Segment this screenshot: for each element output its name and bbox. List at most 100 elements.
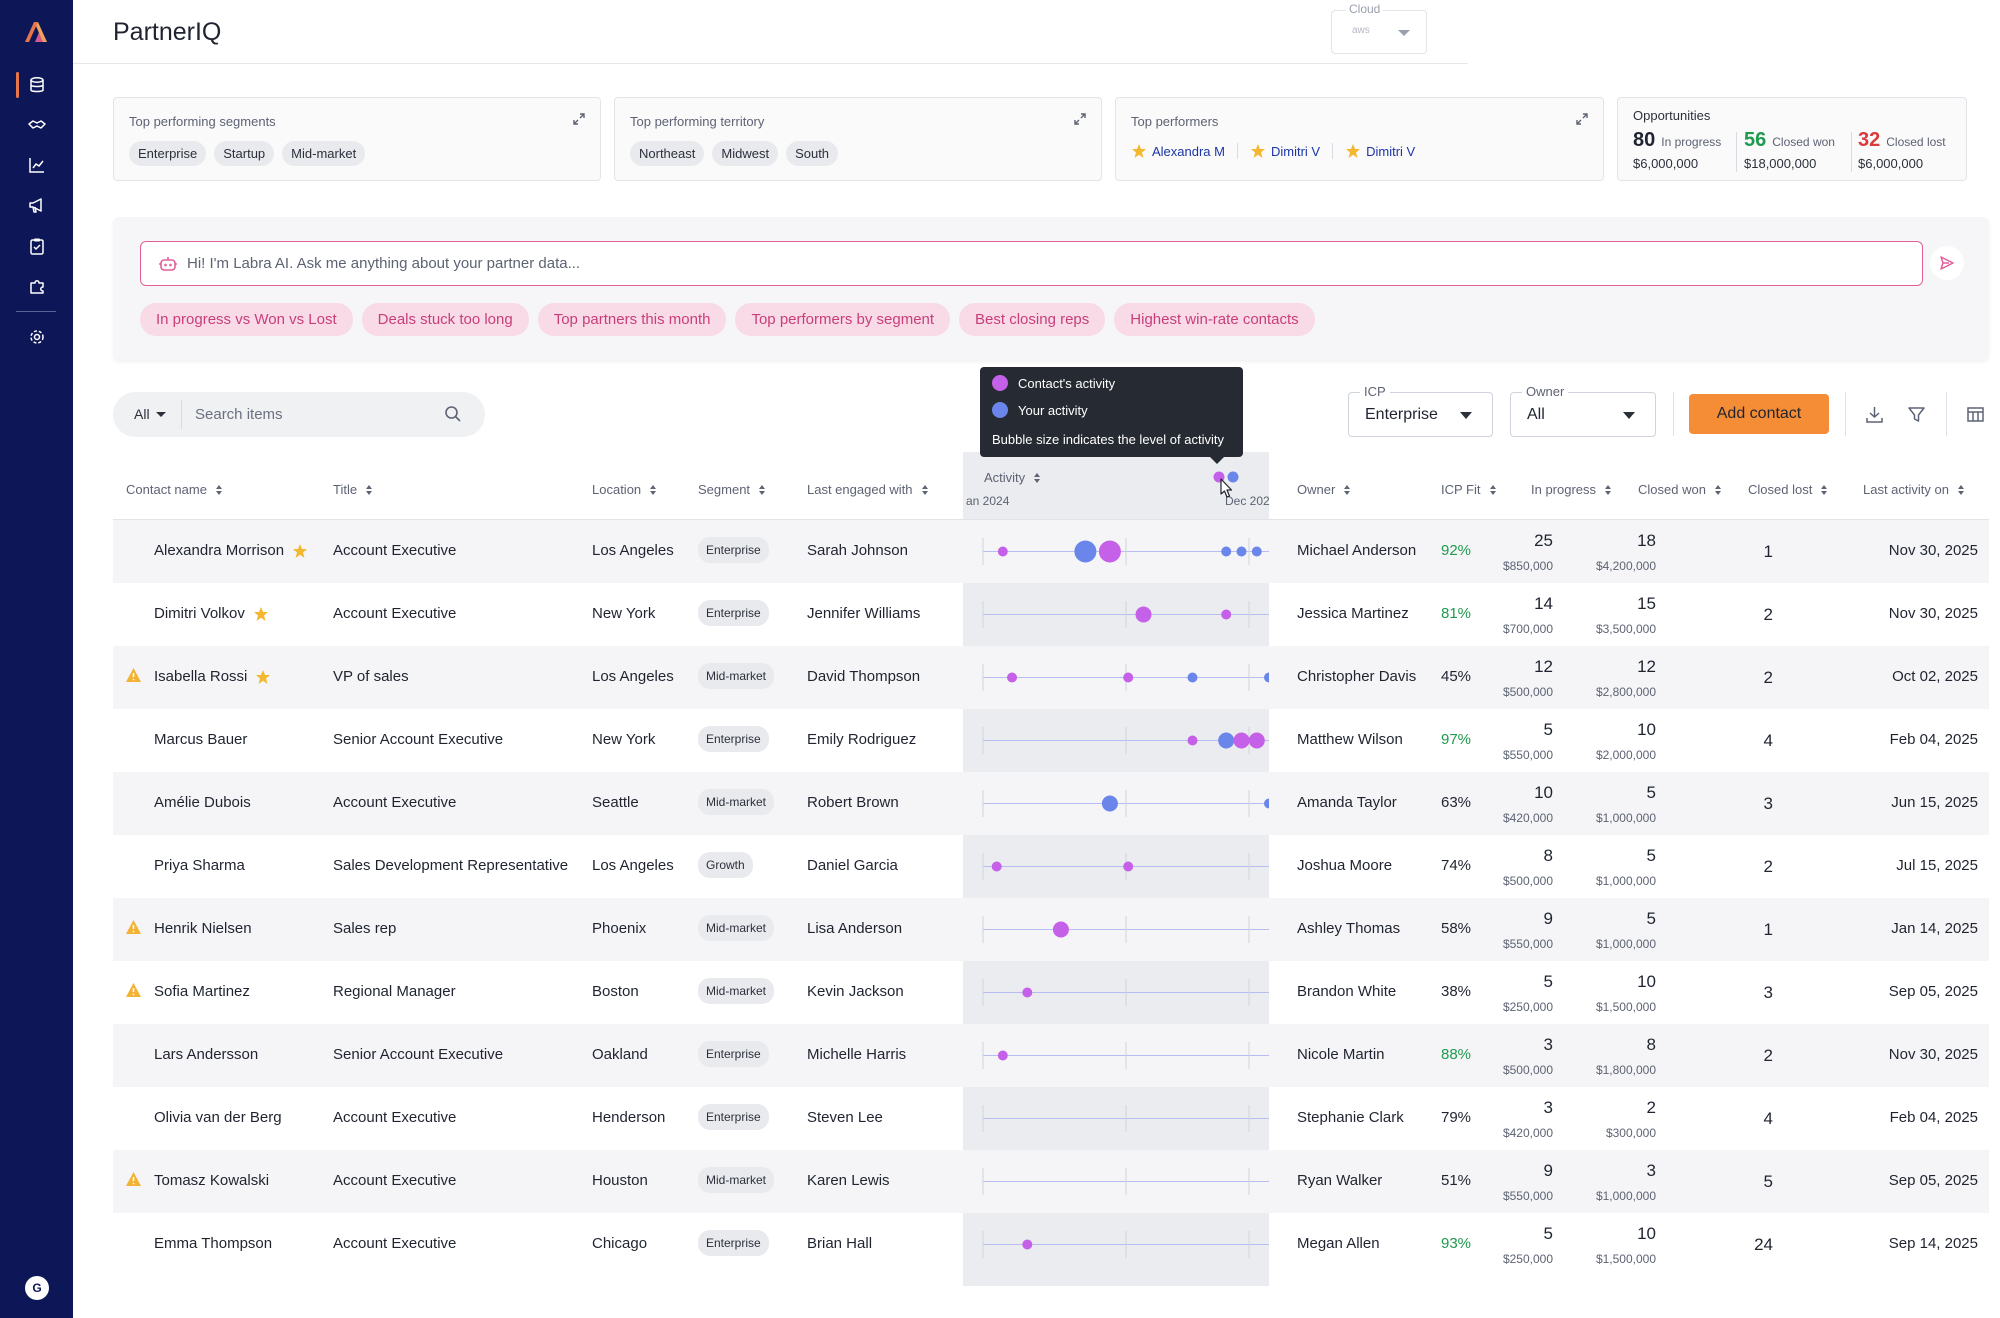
contact-activity-bubble[interactable] xyxy=(991,861,1002,872)
activity-timeline[interactable] xyxy=(963,709,1269,772)
table-row[interactable]: Dimitri Volkov Account Executive New York E… xyxy=(113,583,1989,646)
table-row[interactable]: Sofia Martinez Regional Manager Boston Mid-… xyxy=(113,961,1989,1024)
activity-timeline[interactable] xyxy=(963,961,1269,1024)
contact-activity-bubble[interactable] xyxy=(1098,540,1121,563)
contact-activity-bubble[interactable] xyxy=(1135,606,1152,623)
col-header-location[interactable]: Location xyxy=(592,482,657,497)
nav-settings[interactable] xyxy=(0,322,73,352)
add-contact-button[interactable]: Add contact xyxy=(1689,394,1829,434)
col-header-closed-won[interactable]: Closed won xyxy=(1638,482,1722,497)
expand-icon[interactable] xyxy=(1073,112,1087,126)
table-row[interactable]: Lars Andersson Senior Account Executive Oa… xyxy=(113,1024,1989,1087)
col-header-last-activity[interactable]: Last activity on xyxy=(1863,482,1965,497)
suggestion-chip[interactable]: Top performers by segment xyxy=(735,303,951,336)
columns-icon[interactable] xyxy=(1966,405,1985,424)
suggestion-chip[interactable]: Deals stuck too long xyxy=(361,303,529,336)
activity-timeline[interactable] xyxy=(963,1024,1269,1087)
col-header-segment[interactable]: Segment xyxy=(698,482,766,497)
user-avatar[interactable]: G xyxy=(25,1276,49,1300)
contact-name-cell[interactable]: Lars Andersson xyxy=(154,1046,258,1063)
contact-name-cell[interactable]: Marcus Bauer xyxy=(154,731,247,748)
your-activity-bubble[interactable] xyxy=(1264,672,1269,683)
contact-activity-bubble[interactable] xyxy=(1248,732,1265,749)
table-row[interactable]: Priya Sharma Sales Development Representa… xyxy=(113,835,1989,898)
contact-name-cell[interactable]: Henrik Nielsen xyxy=(154,920,252,937)
contact-activity-bubble[interactable] xyxy=(1007,672,1017,683)
your-activity-bubble[interactable] xyxy=(1074,540,1097,563)
filter-icon[interactable] xyxy=(1907,405,1926,424)
download-icon[interactable] xyxy=(1865,405,1884,424)
col-header-title[interactable]: Title xyxy=(333,482,373,497)
contact-name-cell[interactable]: Olivia van der Berg xyxy=(154,1109,282,1126)
ai-prompt-input[interactable]: Hi! I'm Labra AI. Ask me anything about … xyxy=(140,241,1923,286)
contact-activity-bubble[interactable] xyxy=(997,1050,1008,1061)
your-activity-bubble[interactable] xyxy=(1187,672,1198,683)
table-row[interactable]: Alexandra Morrison Account Executive Los A… xyxy=(113,520,1989,583)
table-row[interactable]: Henrik Nielsen Sales rep Phoenix Mid-market… xyxy=(113,898,1989,961)
search-input[interactable]: Search items xyxy=(195,406,283,423)
suggestion-chip[interactable]: Highest win-rate contacts xyxy=(1114,303,1315,336)
activity-timeline[interactable] xyxy=(963,1150,1269,1213)
contact-activity-bubble[interactable] xyxy=(1123,861,1134,872)
suggestion-chip[interactable]: In progress vs Won vs Lost xyxy=(140,303,353,336)
activity-timeline[interactable] xyxy=(963,835,1269,898)
scope-select[interactable]: All xyxy=(134,406,166,422)
table-row[interactable]: Amélie Dubois Account Executive Seattle Mid… xyxy=(113,772,1989,835)
table-row[interactable]: Isabella Rossi VP of sales Los Angeles Mid-… xyxy=(113,646,1989,709)
col-header-last-engaged[interactable]: Last engaged with xyxy=(807,482,929,497)
performer-link[interactable]: Dimitri V xyxy=(1345,143,1427,159)
your-activity-bubble[interactable] xyxy=(1101,795,1118,812)
nav-campaigns[interactable] xyxy=(0,190,73,220)
icp-select[interactable]: ICP Enterprise xyxy=(1348,384,1493,437)
activity-timeline[interactable] xyxy=(963,583,1269,646)
col-header-contact-name[interactable]: Contact name xyxy=(126,482,223,497)
contact-activity-bubble[interactable] xyxy=(1022,987,1033,998)
activity-timeline[interactable] xyxy=(963,1087,1269,1150)
activity-timeline[interactable] xyxy=(963,1213,1269,1276)
nav-records[interactable] xyxy=(0,70,73,100)
contact-name-cell[interactable]: Dimitri Volkov xyxy=(154,605,269,622)
nav-tasks[interactable] xyxy=(0,231,73,261)
contact-activity-bubble[interactable] xyxy=(1052,921,1069,938)
contact-name-cell[interactable]: Tomasz Kowalski xyxy=(154,1172,269,1189)
expand-icon[interactable] xyxy=(1575,112,1589,126)
contact-name-cell[interactable]: Amélie Dubois xyxy=(154,794,251,811)
contact-activity-bubble[interactable] xyxy=(1233,732,1250,749)
send-button[interactable] xyxy=(1930,246,1964,280)
contact-activity-bubble[interactable] xyxy=(1123,672,1134,683)
contact-activity-bubble[interactable] xyxy=(997,546,1008,557)
contact-name-cell[interactable]: Alexandra Morrison xyxy=(154,542,308,559)
contact-name-cell[interactable]: Emma Thompson xyxy=(154,1235,272,1252)
your-activity-bubble[interactable] xyxy=(1221,546,1232,557)
your-activity-bubble[interactable] xyxy=(1218,732,1235,749)
expand-icon[interactable] xyxy=(572,112,586,126)
activity-timeline[interactable] xyxy=(963,520,1269,583)
performer-link[interactable]: Alexandra M xyxy=(1131,143,1238,159)
nav-analytics[interactable] xyxy=(0,150,73,180)
table-row[interactable]: Marcus Bauer Senior Account Executive New … xyxy=(113,709,1989,772)
col-header-activity[interactable]: Activity xyxy=(984,470,1041,485)
owner-select[interactable]: Owner All xyxy=(1510,384,1656,437)
labra-logo[interactable] xyxy=(22,18,50,46)
activity-timeline[interactable] xyxy=(963,772,1269,835)
table-row[interactable]: Olivia van der Berg Account Executive Hend… xyxy=(113,1087,1989,1150)
activity-legend-toggle[interactable] xyxy=(1210,467,1242,503)
contact-name-cell[interactable]: Priya Sharma xyxy=(154,857,245,874)
nav-integrations[interactable] xyxy=(0,271,73,301)
contact-name-cell[interactable]: Sofia Martinez xyxy=(154,983,250,1000)
search-icon[interactable] xyxy=(444,405,462,423)
contact-activity-bubble[interactable] xyxy=(1187,735,1198,746)
contact-name-cell[interactable]: Isabella Rossi xyxy=(154,668,271,685)
activity-timeline[interactable] xyxy=(963,898,1269,961)
suggestion-chip[interactable]: Top partners this month xyxy=(537,303,727,336)
col-header-closed-lost[interactable]: Closed lost xyxy=(1748,482,1828,497)
your-activity-bubble[interactable] xyxy=(1264,798,1269,809)
performer-link[interactable]: Dimitri V xyxy=(1250,143,1334,159)
activity-timeline[interactable] xyxy=(963,646,1269,709)
nav-partners[interactable] xyxy=(0,110,73,140)
col-header-icp-fit[interactable]: ICP Fit xyxy=(1441,482,1497,497)
your-activity-bubble[interactable] xyxy=(1251,546,1262,557)
col-header-owner[interactable]: Owner xyxy=(1297,482,1351,497)
cloud-select[interactable]: Cloud aws xyxy=(1331,2,1427,54)
contact-activity-bubble[interactable] xyxy=(1221,609,1232,620)
